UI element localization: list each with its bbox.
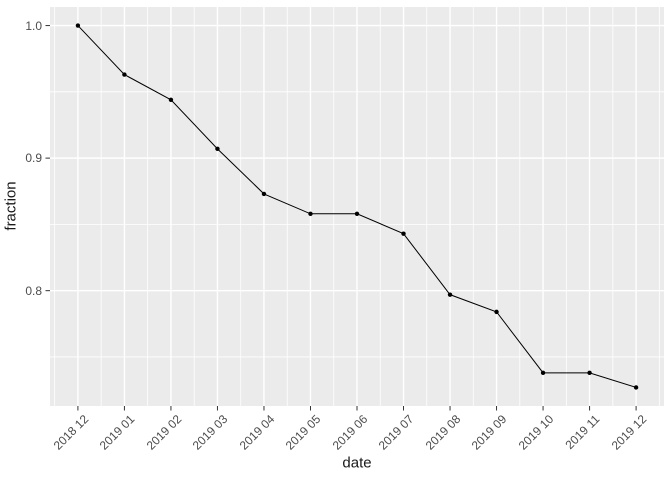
data-point — [215, 146, 220, 152]
data-point — [261, 191, 267, 197]
data-point — [587, 370, 592, 376]
y-tick-label: 1.0 — [25, 18, 42, 33]
data-point — [494, 309, 499, 315]
data-point — [122, 72, 127, 77]
data-point — [354, 211, 360, 216]
data-point — [308, 211, 313, 216]
data-point — [540, 370, 546, 376]
data-point — [75, 23, 81, 28]
data-point — [447, 292, 453, 297]
data-point — [401, 231, 406, 236]
data-point — [633, 385, 639, 390]
y-tick-label: 0.8 — [25, 283, 42, 298]
y-tick-label: 0.9 — [25, 151, 42, 166]
x-axis-title: date — [342, 454, 372, 472]
y-axis-title: fraction — [2, 181, 20, 231]
data-point — [168, 97, 174, 102]
